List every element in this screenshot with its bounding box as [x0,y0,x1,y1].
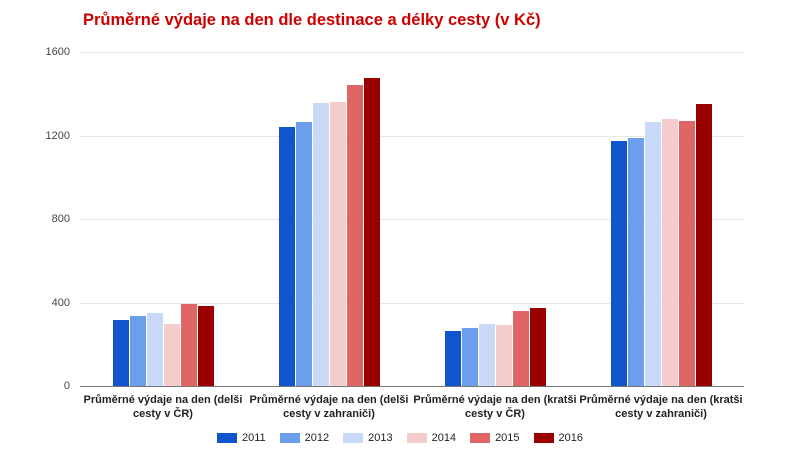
bar-2012-group2[interactable] [295,121,312,386]
bar-2013-group4[interactable] [644,121,661,386]
y-axis-tick-label: 1600 [45,46,70,58]
bar-2014-group3[interactable] [495,325,512,386]
legend-item-2014: 2014 [406,432,457,444]
legend-swatch-icon [279,433,300,443]
bar-2011-group2[interactable] [278,127,295,386]
legend-item-2012: 2012 [279,432,330,444]
bar-2012-group1[interactable] [129,316,146,386]
gridline [80,52,744,53]
legend-swatch-icon [216,433,237,443]
legend-swatch-icon [470,433,491,443]
bar-2016-group2[interactable] [363,78,380,386]
bar-2011-group3[interactable] [444,330,461,386]
x-axis-line [80,386,744,387]
bar-2013-group3[interactable] [478,324,495,386]
legend-item-2016: 2016 [533,432,584,444]
bar-2015-group4[interactable] [678,120,695,386]
bar-2012-group4[interactable] [627,137,644,386]
legend-item-2013: 2013 [343,432,393,444]
bar-2013-group2[interactable] [312,103,329,386]
legend-label: 2014 [431,432,457,444]
x-axis-category-label: Průměrné výdaje na den (delši cesty v za… [249,394,409,420]
bar-2014-group2[interactable] [329,102,346,386]
bar-2013-group1[interactable] [146,312,163,386]
legend-swatch-icon [533,433,554,443]
bar-2015-group2[interactable] [346,85,363,386]
bar-2015-group1[interactable] [180,303,197,386]
bar-2014-group1[interactable] [163,324,180,386]
x-axis-category-label: Průměrné výdaje na den (kratši cesty v z… [579,394,743,420]
legend-label: 2013 [368,432,393,444]
chart-title: Průměrné výdaje na den dle destinace a d… [83,11,541,29]
bar-2016-group4[interactable] [695,104,712,386]
x-axis-category-label: Průměrné výdaje na den (kratši cesty v Č… [413,394,577,420]
x-axis-category-label: Průměrné výdaje na den (delši cesty v ČR… [83,394,243,420]
bar-2015-group3[interactable] [512,310,529,386]
bar-2012-group3[interactable] [461,327,478,386]
y-axis-tick-label: 0 [63,380,70,392]
gridline [80,302,744,304]
bar-2011-group1[interactable] [112,320,129,386]
bar-2016-group3[interactable] [529,307,546,386]
chart-legend: 2011 2012 2013 2014 2015 2016 [0,432,800,444]
y-axis-tick-label: 800 [51,213,70,225]
legend-swatch-icon [343,433,364,443]
bar-2014-group4[interactable] [661,118,678,386]
legend-swatch-icon [406,433,427,443]
legend-label: 2015 [495,432,520,444]
legend-label: 2012 [304,432,330,444]
gridline [80,219,744,220]
legend-label: 2016 [558,432,584,444]
y-axis-tick-label: 400 [51,296,70,309]
bar-2011-group4[interactable] [610,140,627,386]
bar-2016-group1[interactable] [197,305,214,386]
y-axis-tick-label: 1200 [45,129,70,142]
legend-label: 2011 [241,432,266,444]
legend-item-2015: 2015 [470,432,520,444]
gridline [80,135,744,137]
legend-item-2011: 2011 [216,432,266,444]
